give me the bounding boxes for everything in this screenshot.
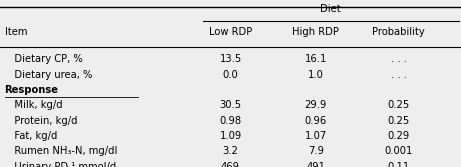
- Text: Item: Item: [5, 27, 27, 37]
- Text: 3.2: 3.2: [223, 146, 238, 156]
- Text: Protein, kg/d: Protein, kg/d: [5, 116, 77, 126]
- Text: Probability: Probability: [372, 27, 425, 37]
- Text: 13.5: 13.5: [219, 54, 242, 64]
- Text: 0.25: 0.25: [388, 116, 410, 126]
- Text: 0.29: 0.29: [388, 131, 410, 141]
- Text: . . .: . . .: [391, 54, 407, 64]
- Text: 0.98: 0.98: [219, 116, 242, 126]
- Text: 1.0: 1.0: [308, 70, 324, 80]
- Text: 1.09: 1.09: [219, 131, 242, 141]
- Text: 469: 469: [221, 162, 240, 167]
- Text: Low RDP: Low RDP: [209, 27, 252, 37]
- Text: 7.9: 7.9: [308, 146, 324, 156]
- Text: 491: 491: [306, 162, 325, 167]
- Text: Rumen NH₃-N, mg/dl: Rumen NH₃-N, mg/dl: [5, 146, 117, 156]
- Text: Urinary PD,¹ mmol/d: Urinary PD,¹ mmol/d: [5, 162, 116, 167]
- Text: Dietary urea, %: Dietary urea, %: [5, 70, 92, 80]
- Text: 16.1: 16.1: [305, 54, 327, 64]
- Text: 29.9: 29.9: [305, 100, 327, 110]
- Text: Dietary CP, %: Dietary CP, %: [5, 54, 83, 64]
- Text: 1.07: 1.07: [305, 131, 327, 141]
- Text: 0.25: 0.25: [388, 100, 410, 110]
- Text: Fat, kg/d: Fat, kg/d: [5, 131, 57, 141]
- Text: 0.11: 0.11: [388, 162, 410, 167]
- Text: High RDP: High RDP: [292, 27, 339, 37]
- Text: 0.96: 0.96: [305, 116, 327, 126]
- Text: . . .: . . .: [391, 70, 407, 80]
- Text: 0.0: 0.0: [223, 70, 238, 80]
- Text: 30.5: 30.5: [219, 100, 242, 110]
- Text: 0.001: 0.001: [384, 146, 413, 156]
- Text: Diet: Diet: [320, 4, 341, 14]
- Text: Milk, kg/d: Milk, kg/d: [5, 100, 62, 110]
- Text: Response: Response: [5, 85, 59, 95]
